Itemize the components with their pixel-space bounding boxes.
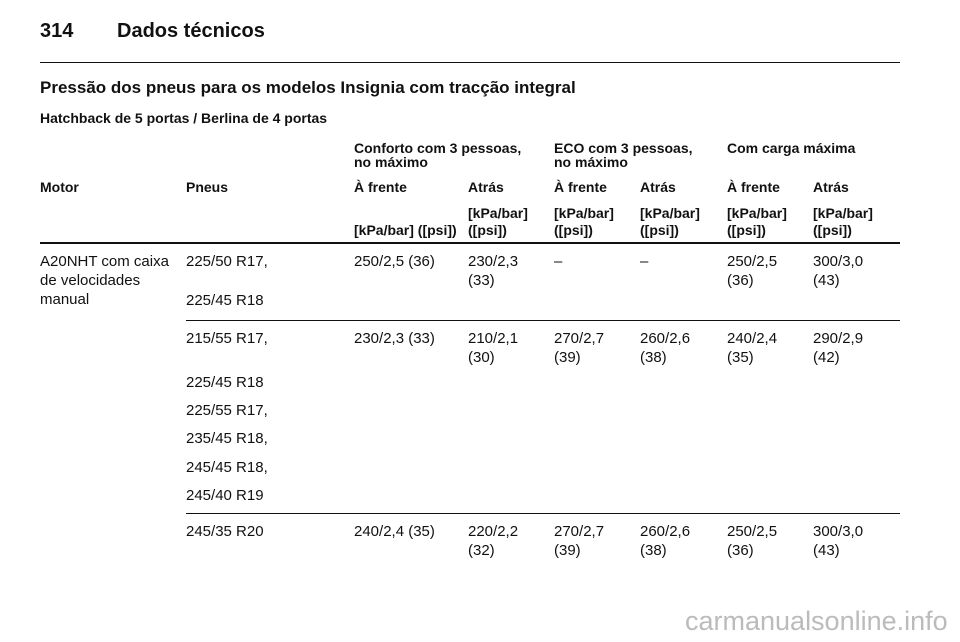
pressure: 270/2,7 (39) <box>554 330 605 366</box>
tyre-size: 245/40 R19 <box>186 487 264 504</box>
column-header: Atrás <box>640 179 676 195</box>
group-header: ECO com 3 pessoas, no máximo <box>554 140 693 170</box>
row-rule <box>186 320 900 321</box>
tyre-size: 225/50 R17, <box>186 253 268 270</box>
pressure: 260/2,6 (38) <box>640 330 691 366</box>
header-rule-thick <box>40 242 900 244</box>
pressure: 270/2,7 (39) <box>554 523 605 559</box>
unit-label: [kPa/bar] ([psi]) <box>354 222 457 238</box>
pressure: 240/2,4 (35) <box>354 523 435 540</box>
column-header: À frente <box>354 179 407 195</box>
row-rule <box>186 513 900 514</box>
pressure: 260/2,6 (38) <box>640 523 691 559</box>
pressure: 300/3,0 (43) <box>813 523 864 559</box>
pressure: 250/2,5 (36) <box>354 253 435 270</box>
tyre-size: 225/45 R18 <box>186 292 264 309</box>
page-number: 314 <box>40 20 74 42</box>
column-header: À frente <box>554 179 607 195</box>
pressure: 250/2,5 (36) <box>727 523 778 559</box>
pressure: 220/2,2 (32) <box>468 523 519 559</box>
section-title: Pressão dos pneus para os modelos Insign… <box>40 78 576 97</box>
group-header: Conforto com 3 pessoas, no máximo <box>354 140 522 170</box>
page-title: Dados técnicos <box>117 20 265 42</box>
tyre-size: 235/45 R18, <box>186 430 268 447</box>
column-header: Atrás <box>813 179 849 195</box>
column-header: Pneus <box>186 179 229 195</box>
group-header: Com carga máxima <box>727 140 856 156</box>
pressure: 300/3,0 (43) <box>813 253 864 289</box>
pressure: 250/2,5 (36) <box>727 253 778 289</box>
pressure: 210/2,1 (30) <box>468 330 519 366</box>
unit-label: [kPa/bar] ([psi]) <box>468 205 528 238</box>
column-header: À frente <box>727 179 780 195</box>
tyre-size: 225/55 R17, <box>186 402 268 419</box>
header-rule <box>40 62 900 63</box>
motor: A20NHT com caixa de velocidades manual <box>40 253 169 308</box>
pressure: 230/2,3 (33) <box>354 330 435 347</box>
watermark: carmanualsonline.info <box>685 606 948 636</box>
unit-label: [kPa/bar] ([psi]) <box>813 205 873 238</box>
pressure: – <box>554 253 563 270</box>
subtitle: Hatchback de 5 portas / Berlina de 4 por… <box>40 110 328 126</box>
column-header: Atrás <box>468 179 504 195</box>
tyre-size: 225/45 R18 <box>186 374 264 391</box>
pressure: 290/2,9 (42) <box>813 330 864 366</box>
column-header: Motor <box>40 179 79 195</box>
tyre-size: 215/55 R17, <box>186 330 268 347</box>
pressure: 240/2,4 (35) <box>727 330 778 366</box>
unit-label: [kPa/bar] ([psi]) <box>727 205 787 238</box>
unit-label: [kPa/bar] ([psi]) <box>554 205 614 238</box>
pressure: – <box>640 253 649 270</box>
unit-label: [kPa/bar] ([psi]) <box>640 205 700 238</box>
tyre-size: 245/35 R20 <box>186 523 264 540</box>
pressure: 230/2,3 (33) <box>468 253 519 289</box>
tyre-size: 245/45 R18, <box>186 459 268 476</box>
